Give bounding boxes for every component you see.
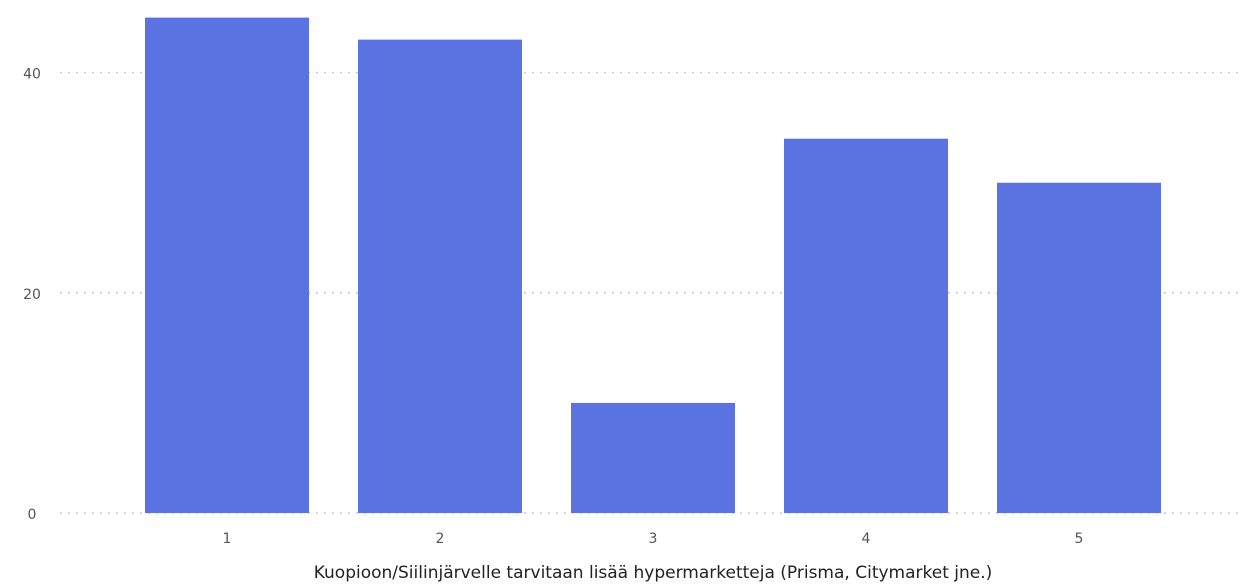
x-tick-label: 2 [436,531,445,547]
bar [570,402,736,513]
bar [996,182,1162,513]
y-tick-label: 40 [23,67,41,83]
bar [357,39,523,514]
x-tick-label: 4 [862,531,871,547]
x-tick-label: 5 [1075,531,1084,547]
x-axis-label: Kuopioon/Siilinjärvelle tarvitaan lisää … [314,563,993,583]
y-tick-label: 0 [28,507,37,523]
x-tick-label: 3 [649,531,658,547]
x-tick-label: 1 [223,531,232,547]
bar [144,17,310,513]
y-tick-label: 20 [23,287,41,303]
bar [783,138,949,513]
